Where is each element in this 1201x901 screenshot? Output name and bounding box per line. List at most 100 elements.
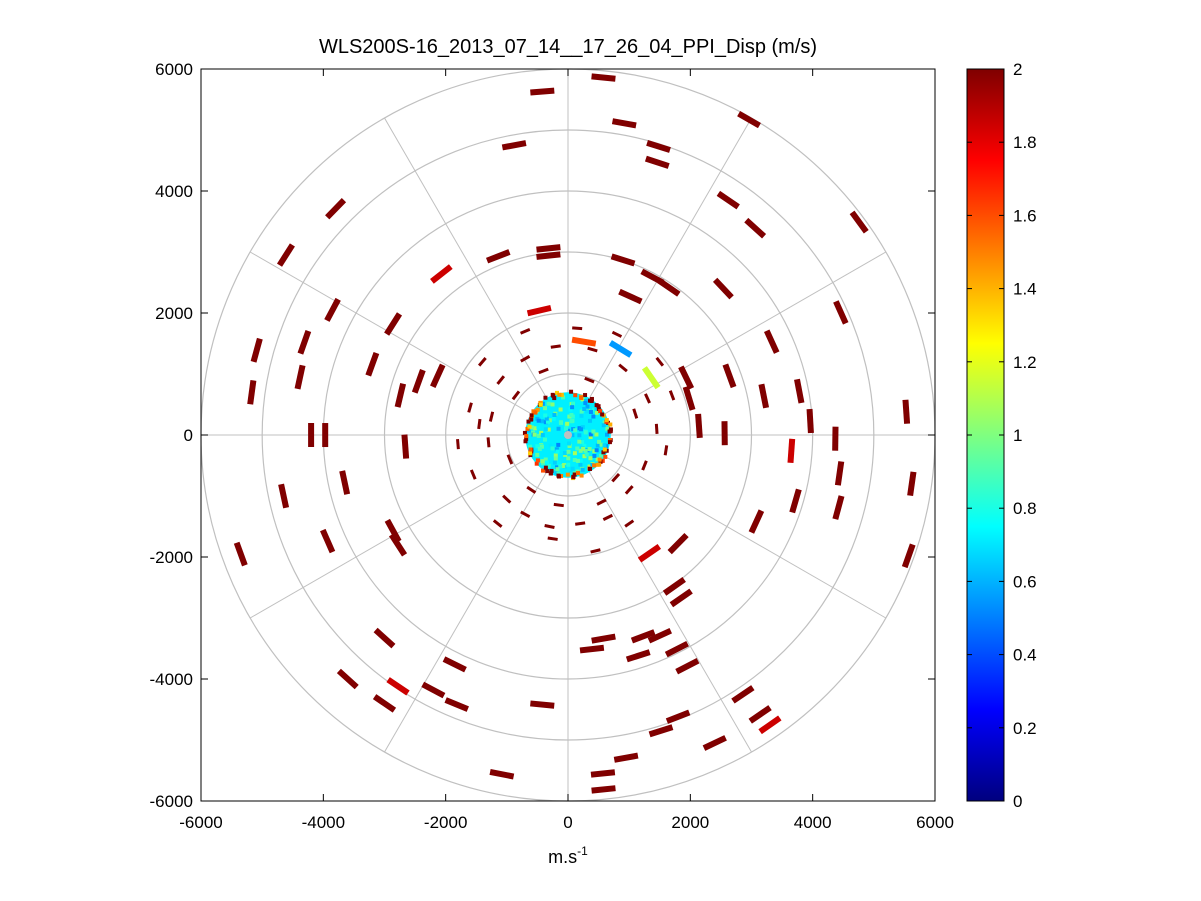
core-edge-cell [603,454,608,459]
data-point-small [602,513,614,521]
core-center [564,431,572,439]
data-point-small [520,355,531,363]
data-point [485,249,511,264]
data-point [748,509,765,534]
core-cell [605,426,610,431]
core-cell [579,413,584,418]
data-point [444,697,469,712]
core-edge-cell [607,440,612,445]
colorbar-tick-label: 0 [1013,792,1022,811]
data-point [384,518,402,543]
data-point-small [584,376,595,384]
x-tick-label: 6000 [916,813,954,832]
data-point-small [644,393,651,404]
core-cell [597,439,602,444]
data-point-small [632,408,639,419]
core-edge-cell [533,410,538,415]
data-point [526,304,552,317]
data-point-small [654,423,659,434]
data-point-small [618,363,628,373]
core-cell [566,456,571,461]
core-cell [579,409,584,414]
data-point-small [553,502,564,508]
data-point-small [547,536,558,541]
data-point [637,543,662,563]
y-tick-label: 2000 [155,304,193,323]
data-point [794,378,805,404]
grid-spoke [249,434,569,619]
data-point [647,627,673,644]
colorbar-tick-label: 1.2 [1013,353,1037,372]
data-point-small [641,460,648,471]
data-marks [233,73,946,794]
colorbar-tick-label: 0.8 [1013,499,1037,518]
data-point [763,329,780,354]
data-point [394,383,407,408]
core-edge-cell [594,403,599,408]
core-cell [528,444,533,449]
core-cell [543,437,548,442]
core-cell [591,414,596,419]
x-tick-label: -4000 [302,813,345,832]
x-tick-label: -6000 [179,813,222,832]
core-edge-cell [548,471,553,476]
data-point-small [496,375,506,385]
y-tick-label: -4000 [150,670,193,689]
data-point [489,768,515,780]
core-cell [587,447,592,452]
data-point-small [492,519,503,528]
core-cell [572,457,577,462]
colorbar-tick-label: 0.4 [1013,646,1037,665]
data-point-small [477,357,487,367]
data-point-small [611,330,623,338]
data-point [641,366,661,390]
data-point [787,438,796,464]
data-point [901,543,916,569]
data-point-small [520,510,531,519]
data-point-small [590,548,601,554]
core-cell [555,449,560,454]
data-point [386,677,410,696]
core-cell [570,433,575,438]
data-point [339,470,351,495]
core-cell [543,420,548,425]
data-point-small [488,411,495,422]
colorbar [966,68,1005,802]
core-cell [566,449,571,454]
core-cell [545,460,550,465]
colorbar-tick-label: 1 [1013,426,1022,445]
core-edge-cell [569,389,574,394]
core-cell [599,442,604,447]
core-edge-cell [552,396,557,401]
data-point-small [587,346,598,353]
core-cell [578,458,583,463]
data-point [297,330,312,355]
core-cell [563,453,568,458]
data-point [278,483,290,509]
core-cell [558,464,563,469]
data-point [939,400,946,424]
data-point [640,268,665,286]
core-edge-cell [535,407,540,412]
colorbar-tick-label: 1.4 [1013,280,1037,299]
grid-spoke [249,251,569,436]
data-point [536,244,561,253]
grid-spoke [384,117,569,436]
data-point [758,383,770,409]
colorbar-tick-label: 0.2 [1013,719,1037,738]
core-cell [548,443,553,448]
data-point-small [456,438,460,450]
core-cell [539,444,544,449]
core-cell [577,433,582,438]
core-cell [565,421,570,426]
data-point-small [502,494,512,504]
data-point-small [519,328,531,335]
core-cell [578,448,583,453]
data-point [571,336,597,347]
core-cell [580,467,585,472]
grid-spoke [384,434,569,753]
grid-spoke [567,434,887,619]
core-edge-cell [604,418,609,423]
data-point [644,155,670,169]
core-edge-cell [535,458,540,463]
